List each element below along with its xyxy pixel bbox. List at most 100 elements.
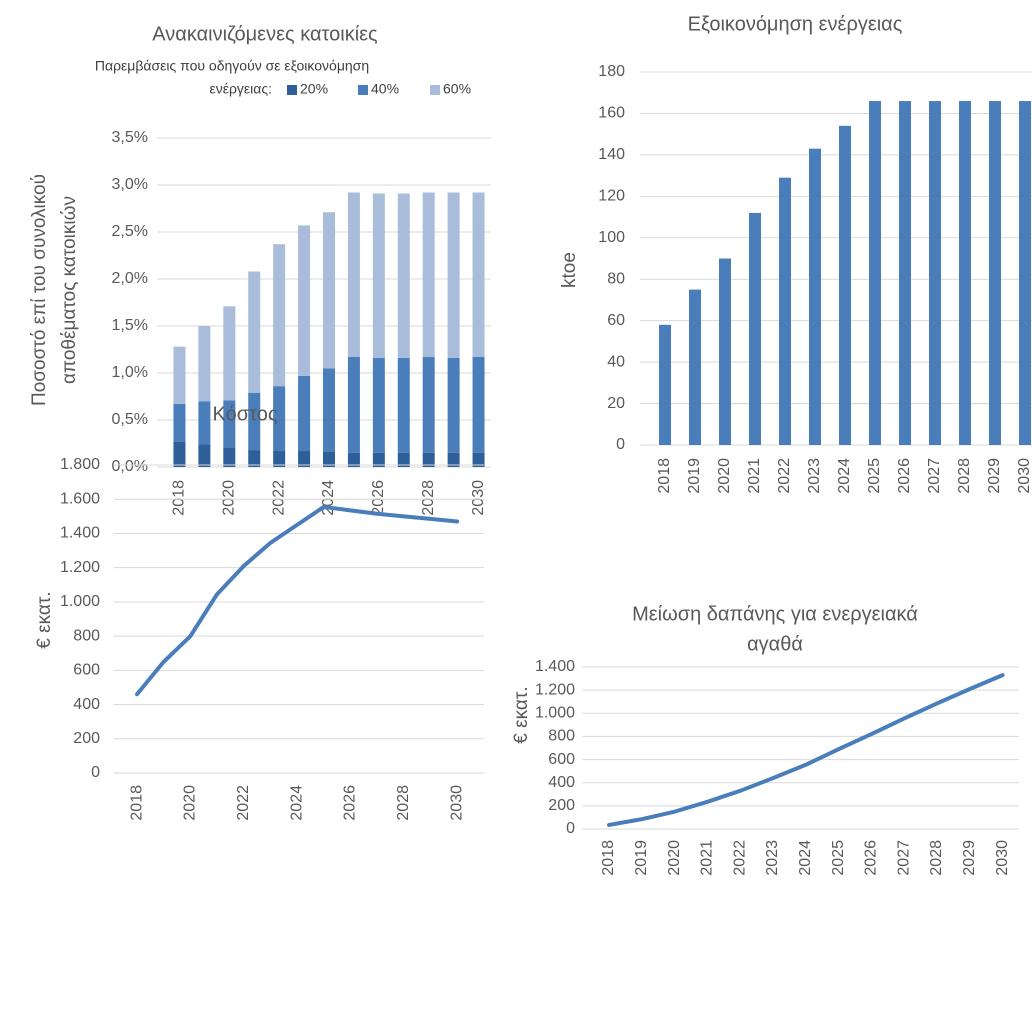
y-tick-label: 800 xyxy=(73,627,100,644)
bar-segment xyxy=(223,447,236,467)
bar-segment xyxy=(198,444,211,467)
x-tick-label: 2023 xyxy=(806,458,823,494)
bar-segment xyxy=(347,357,360,453)
chart-title: Ανακαινιζόμενες κατοικίες xyxy=(152,23,378,45)
x-tick-label: 2022 xyxy=(270,480,287,516)
x-tick-label: 2029 xyxy=(986,458,1003,494)
legend-swatch xyxy=(430,85,440,95)
bar-segment xyxy=(198,401,211,445)
bar xyxy=(929,101,941,445)
x-tick-label: 2018 xyxy=(171,480,188,516)
bar-segment xyxy=(298,451,311,467)
x-tick-label: 2019 xyxy=(633,840,650,876)
bar-segment xyxy=(447,357,460,453)
y-tick-label: 40 xyxy=(607,353,625,370)
line xyxy=(135,504,460,697)
bar-segment xyxy=(472,192,485,358)
x-tick-label: 2022 xyxy=(235,785,252,821)
y-tick-label: 140 xyxy=(598,146,625,163)
x-tick-label: 2030 xyxy=(470,480,487,516)
y-tick-label: 1,0% xyxy=(112,364,148,381)
y-axis-label: € εκατ. xyxy=(34,591,55,648)
chart-title: Μείωση δαπάνης για ενεργειακά xyxy=(632,603,918,625)
bar-segment xyxy=(347,192,360,358)
bar-segment xyxy=(298,375,311,452)
x-tick-label: 2026 xyxy=(896,458,913,494)
bar-segment xyxy=(472,357,485,453)
bar-segment xyxy=(198,326,211,402)
legend-label: 40% xyxy=(371,81,399,97)
y-tick-label: 1.200 xyxy=(535,681,575,698)
x-tick-label: 2024 xyxy=(836,458,853,494)
bar xyxy=(899,101,911,445)
bar-segment xyxy=(173,441,186,467)
x-tick-label: 2026 xyxy=(342,785,359,821)
bar-segment xyxy=(422,357,435,453)
x-tick-label: 2018 xyxy=(600,840,617,876)
x-tick-label: 2021 xyxy=(746,458,763,494)
bar xyxy=(809,148,821,445)
y-tick-label: 1.400 xyxy=(535,658,575,675)
x-tick-label: 2027 xyxy=(895,840,912,876)
x-tick-label: 2028 xyxy=(956,458,973,494)
bar-segment xyxy=(472,452,485,467)
x-tick-label: 2027 xyxy=(926,458,943,494)
x-tick-label: 2028 xyxy=(395,785,412,821)
bar xyxy=(839,125,851,445)
y-tick-label: 2,5% xyxy=(112,223,148,240)
y-tick-label: 0 xyxy=(566,820,575,837)
bar-segment xyxy=(273,451,286,467)
bar-segment xyxy=(422,452,435,467)
y-tick-label: 1.000 xyxy=(535,705,575,722)
legend-title: Παρεμβάσεις που οδηγούν σε εξοικονόμηση xyxy=(95,58,369,74)
bar xyxy=(1019,101,1031,445)
y-tick-label: 0,5% xyxy=(112,411,148,428)
x-tick-label: 2028 xyxy=(420,480,437,516)
chart-title: Κόστος xyxy=(213,403,278,425)
bar-segment xyxy=(273,244,286,387)
x-tick-label: 2023 xyxy=(764,840,781,876)
x-tick-label: 2020 xyxy=(716,458,733,494)
bar xyxy=(689,289,701,445)
y-axis-label: ktoe xyxy=(559,252,580,288)
y-tick-label: 1.000 xyxy=(60,593,100,610)
x-tick-label: 2022 xyxy=(731,840,748,876)
y-tick-label: 2,0% xyxy=(112,270,148,287)
y-tick-label: 20 xyxy=(607,395,625,412)
y-tick-label: 400 xyxy=(548,774,575,791)
bar xyxy=(869,101,881,445)
y-tick-label: 3,0% xyxy=(112,176,148,193)
bar-segment xyxy=(298,225,311,376)
bar-segment xyxy=(323,212,335,369)
bar-segment xyxy=(323,451,335,467)
x-tick-label: 2020 xyxy=(221,480,238,516)
x-tick-label: 2018 xyxy=(656,458,673,494)
y-axis-label: € εκατ. xyxy=(511,686,532,743)
bar-segment xyxy=(447,452,460,467)
bar-segment xyxy=(447,192,460,358)
y-tick-label: 80 xyxy=(607,270,625,287)
line xyxy=(607,673,1005,827)
bar-segment xyxy=(372,452,385,467)
bar-segment xyxy=(397,357,410,453)
bar-segment xyxy=(372,357,385,453)
bar-segment xyxy=(397,452,410,467)
y-tick-label: 120 xyxy=(598,188,625,205)
bar-segment xyxy=(248,271,261,393)
bar xyxy=(989,101,1001,445)
x-tick-label: 2021 xyxy=(699,840,716,876)
y-tick-label: 1.200 xyxy=(60,559,100,576)
x-tick-label: 2024 xyxy=(288,785,305,821)
y-axis-label: αποθέματος κατοικιών xyxy=(59,196,80,384)
y-tick-label: 800 xyxy=(548,728,575,745)
bar-segment xyxy=(347,452,360,467)
bar-segment xyxy=(372,193,385,358)
x-tick-label: 2020 xyxy=(182,785,199,821)
y-tick-label: 200 xyxy=(73,730,100,747)
y-tick-label: 600 xyxy=(548,751,575,768)
x-tick-label: 2028 xyxy=(928,840,945,876)
y-tick-label: 100 xyxy=(598,229,625,246)
bar-segment xyxy=(422,192,435,358)
bar-segment xyxy=(173,346,186,405)
